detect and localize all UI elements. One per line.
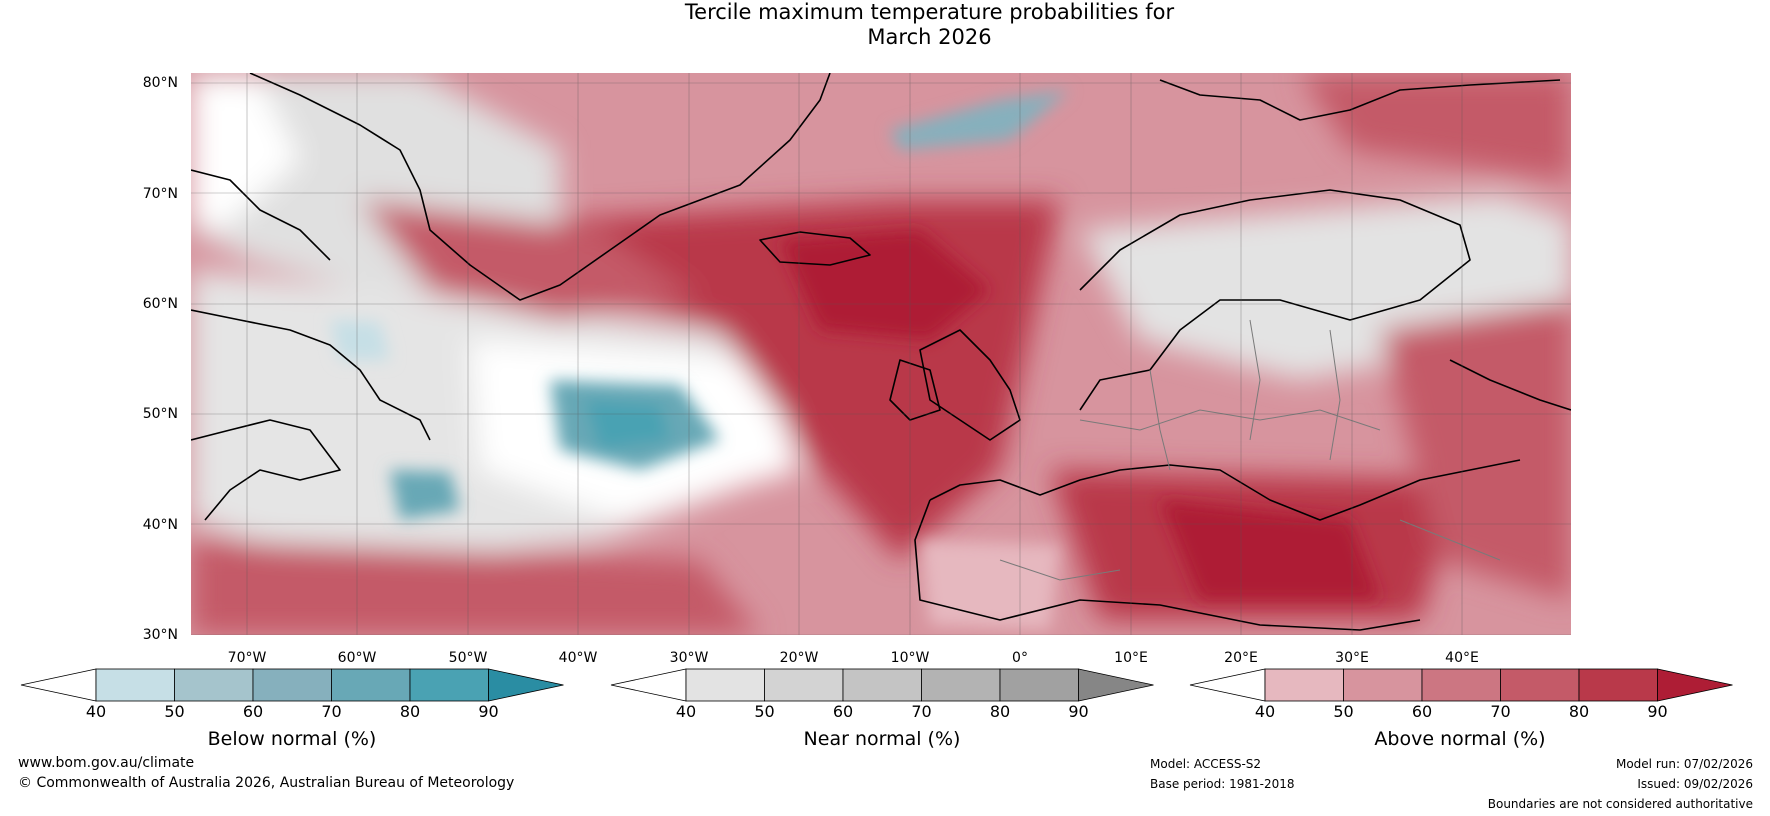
lon-label-10e: 10°E [1114, 650, 1148, 666]
colorbar-above-normal [1189, 668, 1733, 702]
coastlines [191, 73, 1571, 631]
colorbar-tick-label: 70 [321, 702, 342, 721]
footer-disclaimer: Boundaries are not considered authoritat… [1487, 797, 1753, 811]
legend-title-below-normal: Below normal (%) [207, 728, 377, 750]
colorbar-segment [409, 668, 489, 702]
lon-label-40w: 40°W [558, 650, 598, 666]
colorbar-tick-label: 80 [989, 702, 1011, 721]
colorbar-segment [764, 668, 844, 702]
colorbar-extend-low [20, 668, 97, 702]
colorbar-extend-low [610, 668, 687, 702]
footer-website: www.bom.gov.au/climate [18, 755, 195, 771]
colorbar-segment [95, 668, 175, 702]
colorbar-tick-label: 70 [911, 702, 932, 721]
country-borders [999, 319, 1501, 581]
lat-label-70n: 70°N [142, 186, 178, 202]
colorbar-near-normal [610, 668, 1154, 702]
lon-label-10w: 10°W [890, 650, 930, 666]
colorbar-extend-high [488, 668, 564, 702]
footer-model-run: Model run: 07/02/2026 [1615, 757, 1753, 771]
colorbar-tick-label: 50 [1333, 702, 1354, 721]
footer-base-period: Base period: 1981-2018 [1150, 777, 1295, 791]
colorbar-segment [999, 668, 1079, 702]
title-line-2: March 2026 [867, 25, 992, 49]
lon-label-60w: 60°W [337, 650, 377, 666]
map-area [191, 73, 1571, 635]
colorbar-below-normal [20, 668, 564, 702]
colorbar-tick-label: 90 [478, 702, 499, 721]
colorbar-segment [1578, 668, 1658, 702]
legend-title-near-normal: Near normal (%) [803, 728, 961, 750]
colorbar-segment [921, 668, 1001, 702]
colorbar-segment [252, 668, 332, 702]
lon-label-30e: 30°E [1335, 650, 1369, 666]
colorbar-segment [842, 668, 922, 702]
colorbar-segment [331, 668, 411, 702]
lat-label-80n: 80°N [142, 75, 178, 91]
colorbar-extend-high [1657, 668, 1733, 702]
footer-copyright: © Commonwealth of Australia 2026, Austra… [18, 775, 515, 791]
lon-label-40e: 40°E [1445, 650, 1479, 666]
lon-label-70w: 70°W [227, 650, 267, 666]
colorbar-tick-label: 40 [85, 702, 107, 721]
probability-field-detail [330, 90, 1380, 630]
colorbar-tick-label: 50 [754, 702, 775, 721]
colorbar-tick-label: 80 [399, 702, 421, 721]
colorbar-tick-label: 70 [1490, 702, 1511, 721]
colorbar-tick-label: 60 [242, 702, 264, 721]
lat-label-50n: 50°N [142, 406, 178, 422]
lon-label-20e: 20°E [1224, 650, 1258, 666]
colorbar-tick-label: 90 [1647, 702, 1668, 721]
colorbar-segment [1500, 668, 1580, 702]
colorbar-tick-label: 60 [1411, 702, 1433, 721]
lon-label-30w: 30°W [669, 650, 709, 666]
colorbar-tick-label: 40 [675, 702, 697, 721]
graticule [191, 73, 1571, 635]
lon-label-20w: 20°W [779, 650, 819, 666]
chart-title: Tercile maximum temperature probabilitie… [0, 0, 1770, 50]
lon-label-50w: 50°W [448, 650, 488, 666]
colorbar-tick-label: 80 [1568, 702, 1590, 721]
lon-label-0: 0° [1012, 650, 1028, 666]
title-line-1: Tercile maximum temperature probabilitie… [684, 0, 1175, 24]
colorbar-segment [1264, 668, 1344, 702]
colorbar-segment [1343, 668, 1423, 702]
colorbar-extend-low [1189, 668, 1266, 702]
colorbar-tick-label: 50 [164, 702, 185, 721]
colorbar-tick-label: 40 [1254, 702, 1276, 721]
lat-label-60n: 60°N [142, 296, 178, 312]
legend-title-above-normal: Above normal (%) [1374, 728, 1546, 750]
colorbar-tick-label: 90 [1068, 702, 1089, 721]
footer-issued: Issued: 09/02/2026 [1637, 777, 1753, 791]
lat-label-30n: 30°N [142, 627, 178, 643]
footer-model: Model: ACCESS-S2 [1150, 757, 1262, 771]
colorbar-segment [685, 668, 765, 702]
colorbar-extend-high [1078, 668, 1154, 702]
colorbar-tick-label: 60 [832, 702, 854, 721]
colorbar-segment [174, 668, 254, 702]
colorbar-segment [1421, 668, 1501, 702]
lat-label-40n: 40°N [142, 517, 178, 533]
